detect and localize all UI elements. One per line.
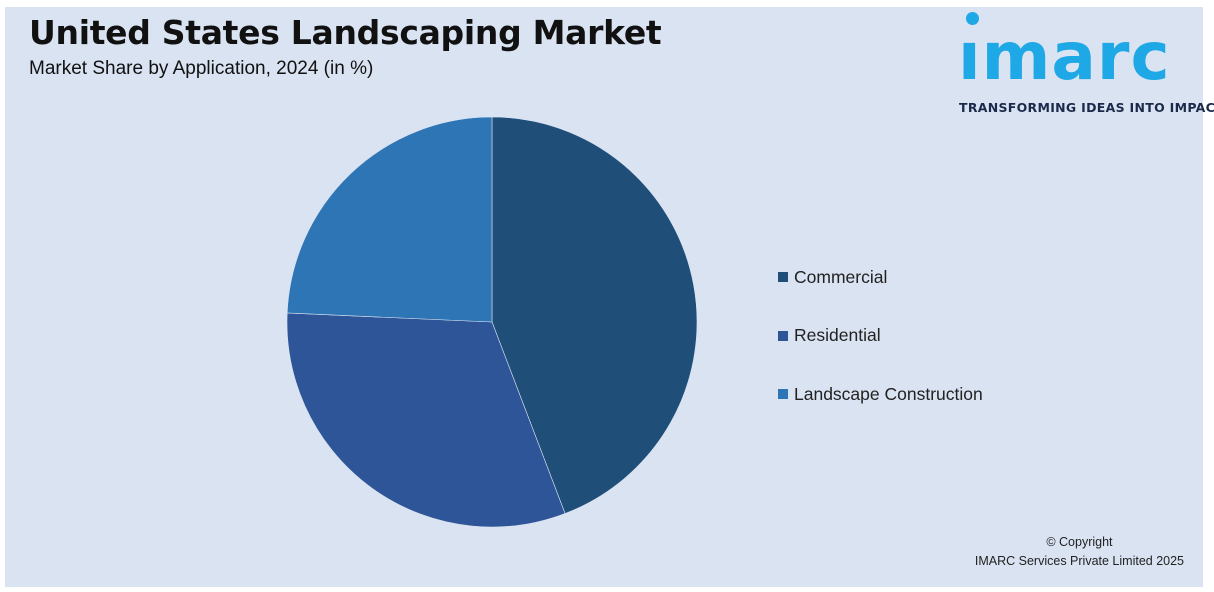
chart-subtitle: Market Share by Application, 2024 (in %) xyxy=(29,58,374,79)
legend-swatch-commercial xyxy=(778,272,788,282)
copyright-line-1: © Copyright xyxy=(1046,535,1113,549)
legend-swatch-landscape-construction xyxy=(778,389,788,399)
pie-slice-residential xyxy=(286,312,566,528)
legend-item-landscape-construction: Landscape Construction xyxy=(778,383,983,405)
chart-legend: Commercial Residential Landscape Construct… xyxy=(778,266,983,442)
chart-title: United States Landscaping Market xyxy=(29,13,662,52)
legend-item-residential: Residential xyxy=(778,325,983,347)
legend-label-landscape-construction: Landscape Construction xyxy=(794,383,983,404)
legend-label-residential: Residential xyxy=(794,325,881,345)
copyright-notice: © Copyright IMARC Services Private Limit… xyxy=(975,533,1184,571)
logo-dot xyxy=(966,12,979,25)
imarc-logo: ımarc TRANSFORMING IDEAS INTO IMPACT xyxy=(953,12,1214,124)
logo-tagline: TRANSFORMING IDEAS INTO IMPACT xyxy=(959,100,1214,115)
legend-item-commercial: Commercial xyxy=(778,266,983,288)
legend-label-commercial: Commercial xyxy=(794,266,888,287)
pie-slice-commercial xyxy=(491,116,698,514)
pie-slice-landscape-construction xyxy=(286,116,493,323)
logo-wordmark: ımarc xyxy=(958,18,1171,95)
legend-swatch-residential xyxy=(778,330,788,341)
copyright-line-2: IMARC Services Private Limited 2025 xyxy=(974,554,1184,568)
